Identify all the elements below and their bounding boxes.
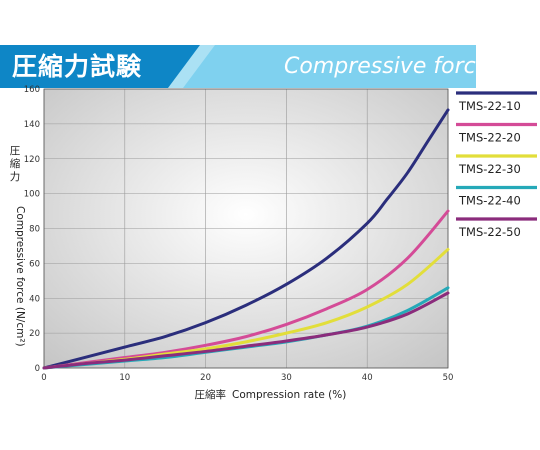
legend-label-tms-22-10: TMS-22-10 [458,99,521,113]
banner-dark-panel [0,45,200,88]
y-axis-label: Compressive force (N/cm²) [14,206,26,347]
series-line-tms-22-20 [42,209,450,370]
x-tick-label: 30 [281,373,292,383]
banner-divider-stripe [168,45,215,88]
x-tick-labels: 0 10 20 30 40 50 [41,373,453,383]
x-tick-label: 10 [119,373,130,383]
x-tick-label: 0 [41,373,46,383]
x-tick-label: 20 [200,373,211,383]
y-tick-label: 60 [29,259,40,269]
y-tick-label: 140 [24,120,40,130]
plot-frame [43,88,449,369]
y-tick-label: 0 [35,364,40,374]
y-axis-label-japanese: 圧縮力 [10,145,21,183]
legend-label-tms-22-20: TMS-22-20 [458,131,521,145]
series-line-tms-22-10 [42,108,450,370]
title-japanese: 圧縮力試験 [12,52,143,81]
y-tick-label: 20 [29,329,40,339]
y-tick-label: 80 [29,225,40,235]
x-axis-label-japanese: 圧縮率 [195,388,227,401]
title-banner: 圧縮力試験 Compressive force [0,45,540,88]
y-tick-label: 160 [24,85,40,95]
axes [43,88,449,369]
y-tick-label: 40 [29,294,40,304]
legend-label-tms-22-50: TMS-22-50 [458,225,521,239]
x-tick-label: 40 [362,373,373,383]
x-axis-label: Compression rate (%) [232,389,346,401]
y-tick-labels: 0 20 40 60 80 100 120 140 160 [24,85,40,374]
title-banner-background [0,45,476,88]
y-tick-label: 120 [24,155,40,165]
legend-label-tms-22-30: TMS-22-30 [458,162,521,176]
legend-label-tms-22-40: TMS-22-40 [458,194,521,208]
series-line-tms-22-50 [42,291,450,370]
data-series [42,108,450,370]
title-english: Compressive force [284,54,490,79]
y-tick-label: 100 [24,190,40,200]
legend: TMS-22-10 TMS-22-20 TMS-22-30 TMS-22-40 TMS-… [456,91,537,239]
x-tick-label: 50 [443,373,454,383]
